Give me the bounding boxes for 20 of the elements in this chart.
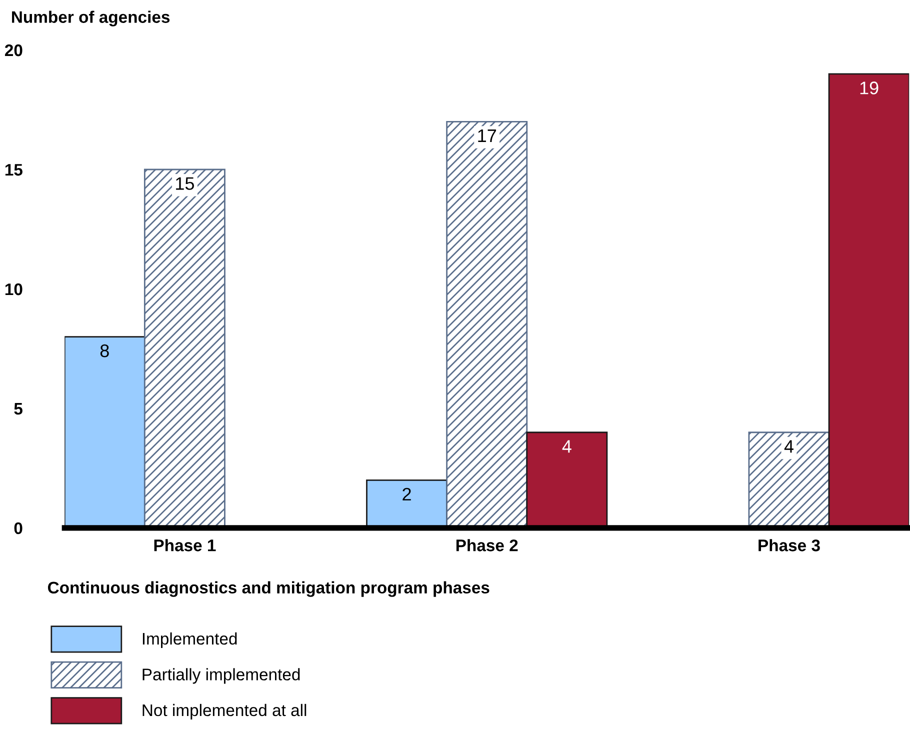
legend-label: Partially implemented (142, 668, 300, 684)
data-label: 2 (402, 488, 411, 500)
data-label: 17 (478, 130, 496, 142)
data-label: 4 (562, 440, 572, 453)
data-label: 19 (860, 82, 878, 94)
legend-label: Implemented (142, 632, 237, 648)
y-axis-title: Number of agencies (12, 10, 170, 26)
data-label: 4 (784, 440, 794, 453)
legend-label: Not implemented at all (142, 704, 306, 720)
y-tick-label: 15 (5, 164, 22, 176)
x-tick-label: Phase 1 (154, 539, 216, 552)
x-tick-label: Phase 2 (456, 539, 518, 552)
y-tick-label: 20 (4, 44, 22, 56)
x-tick-label: Phase 3 (758, 539, 820, 552)
data-label: 8 (100, 344, 109, 358)
data-label: 15 (176, 177, 194, 190)
y-tick-label: 0 (14, 522, 22, 534)
x-axis-title: Continuous diagnostics and mitigation program phases (48, 581, 490, 597)
y-tick-label: 5 (14, 403, 22, 415)
y-tick-label: 10 (5, 283, 22, 296)
